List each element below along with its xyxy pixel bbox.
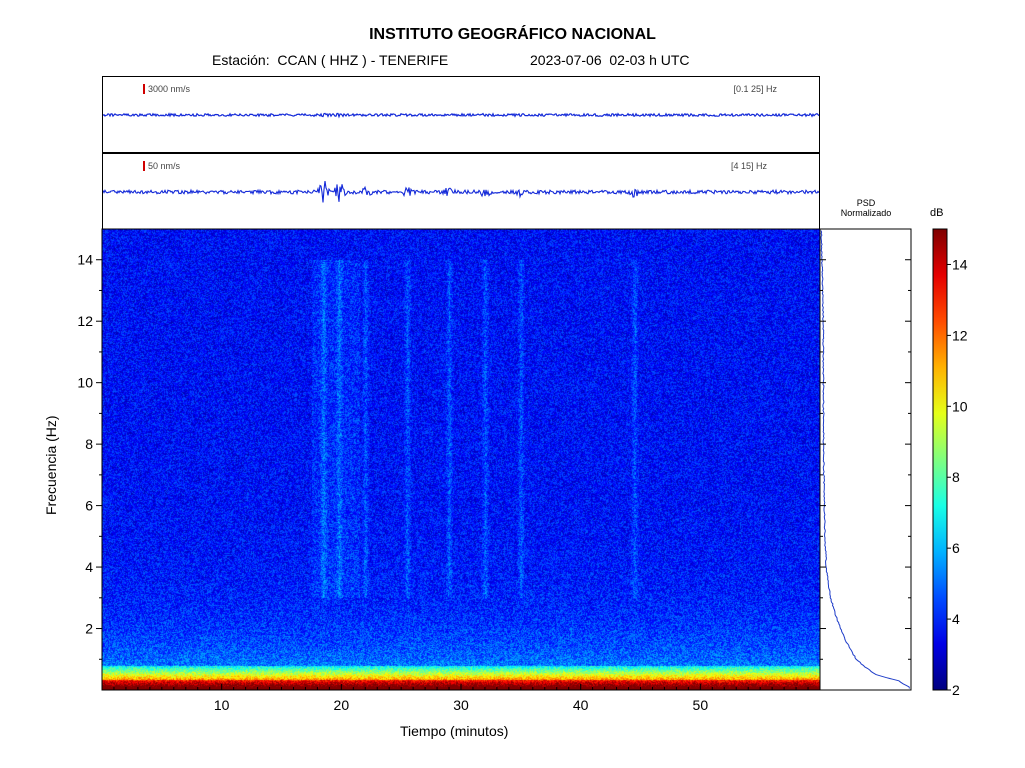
colorbar-tick-label: 2 xyxy=(952,682,960,698)
colorbar-gradient xyxy=(932,228,948,691)
y-tick-label: 8 xyxy=(85,436,93,452)
x-tick-label: 20 xyxy=(334,697,350,713)
trace-band-label: [0.1 25] Hz xyxy=(733,84,777,94)
y-tick-label: 2 xyxy=(85,621,93,637)
scale-marker xyxy=(143,84,145,94)
y-tick-label: 14 xyxy=(77,252,93,268)
x-tick-label: 30 xyxy=(453,697,469,713)
colorbar-tick-label: 10 xyxy=(952,398,968,414)
y-tick-label: 4 xyxy=(85,559,93,575)
station-label: Estación: CCAN ( HHZ ) - TENERIFE xyxy=(212,52,449,68)
trace-waveform-top xyxy=(103,112,819,119)
trace-panel-broadband: 3000 nm/s [0.1 25] Hz xyxy=(102,76,820,153)
colorbar-tick-label: 8 xyxy=(952,469,960,485)
trace-scale-label: 3000 nm/s xyxy=(148,84,191,94)
waveform-line xyxy=(103,112,819,119)
datetime-label: 2023-07-06 02-03 h UTC xyxy=(530,52,690,68)
x-tick-label: 40 xyxy=(573,697,589,713)
y-axis-label-text: Frecuencia (Hz) xyxy=(43,415,59,515)
psd-title: PSD Normalizado xyxy=(822,198,910,218)
trace-scale-label: 50 nm/s xyxy=(148,161,181,171)
colorbar-tick-label: 14 xyxy=(952,256,968,272)
page-title: INSTITUTO GEOGRÁFICO NACIONAL xyxy=(369,26,656,43)
y-tick-label: 6 xyxy=(85,498,93,514)
waveform-line xyxy=(103,181,819,203)
psd-title-line1: PSD xyxy=(856,198,876,208)
x-axis-label: Tiempo (minutos) xyxy=(400,723,509,739)
psd-title-line2: Normalizado xyxy=(840,208,892,218)
y-tick-label: 10 xyxy=(77,375,93,391)
trace-panel-filtered: 50 nm/s [4 15] Hz xyxy=(102,153,820,230)
scale-marker xyxy=(143,161,145,171)
x-tick-label: 10 xyxy=(214,697,230,713)
trace-waveform-bottom xyxy=(103,181,819,203)
psd-frame xyxy=(819,228,912,691)
psd-curve xyxy=(820,230,910,689)
colorbar-tick-label: 6 xyxy=(952,540,960,556)
colorbar: 2 4 6 8 10 12 14 xyxy=(932,228,968,698)
x-tick-label: 50 xyxy=(693,697,709,713)
colorbar-tick-label: 12 xyxy=(952,327,968,343)
trace-band-label: [4 15] Hz xyxy=(730,161,767,171)
y-tick-label: 12 xyxy=(77,313,93,329)
spectrogram-heatmap xyxy=(102,229,820,690)
colorbar-unit: dB xyxy=(930,207,944,219)
colorbar-tick-label: 4 xyxy=(952,611,960,627)
